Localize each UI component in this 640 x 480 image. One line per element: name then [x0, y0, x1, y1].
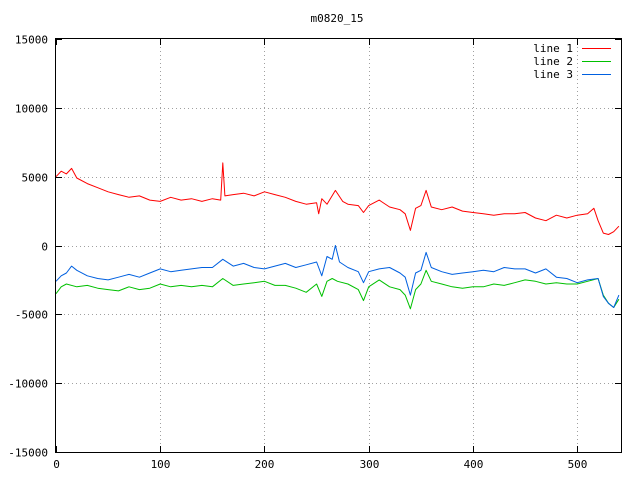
series-line-1	[55, 162, 620, 235]
y-tick-label: 10000	[15, 103, 48, 116]
legend-label: line 3	[533, 68, 573, 81]
x-tick-label: 300	[360, 458, 380, 471]
y-tick-label: 5000	[22, 172, 49, 185]
y-axis-ticks: -15000 -10000 -5000 0 5000 10000 15000	[8, 34, 621, 460]
x-tick-label: 400	[464, 458, 484, 471]
x-tick-label: 0	[53, 458, 60, 471]
grid-lines	[56, 39, 621, 452]
y-tick-label: 15000	[15, 34, 48, 47]
plot-frame	[55, 38, 622, 453]
y-tick-label: -15000	[8, 447, 48, 460]
x-axis-ticks: 0 100 200 300 400 500	[53, 39, 587, 471]
y-tick-label: -10000	[8, 378, 48, 391]
y-tick-label: 0	[41, 241, 48, 254]
chart-title: m0820_15	[311, 12, 364, 25]
series-line-2	[55, 269, 620, 310]
data-series	[55, 162, 620, 310]
x-tick-label: 100	[151, 458, 171, 471]
legend-label: line 1	[533, 42, 573, 55]
x-tick-label: 200	[255, 458, 275, 471]
y-tick-label: -5000	[15, 309, 48, 322]
legend-label: line 2	[533, 55, 573, 68]
series-line-3	[55, 245, 620, 308]
x-tick-label: 500	[568, 458, 588, 471]
